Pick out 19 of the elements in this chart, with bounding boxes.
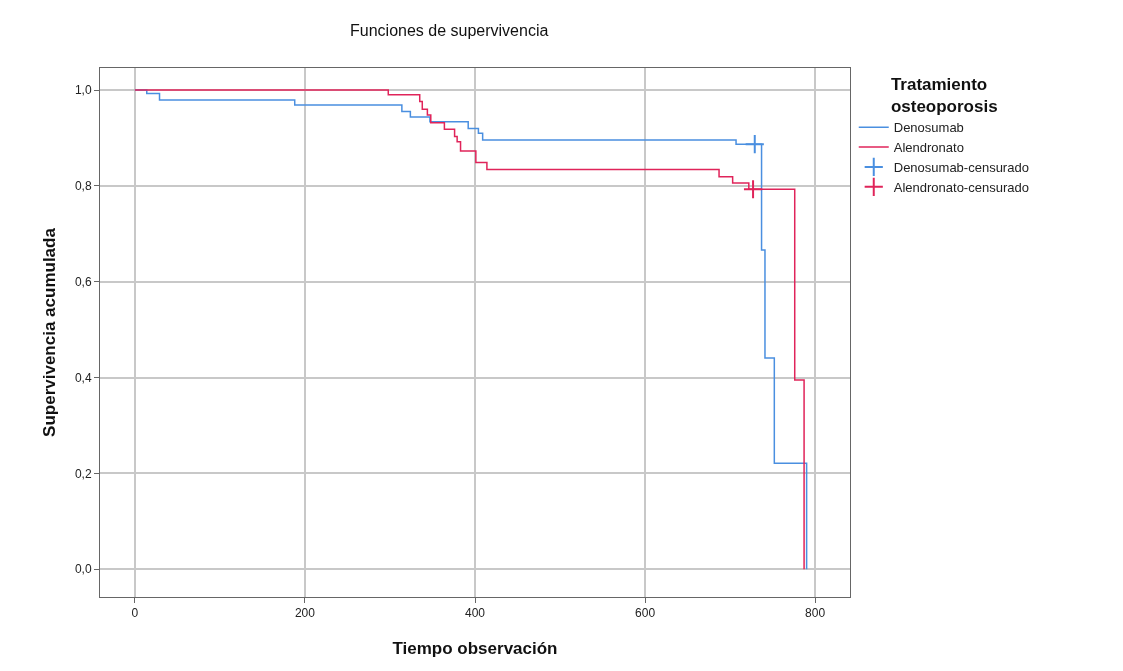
y-tick-label: 0,0 <box>74 562 92 577</box>
y-tick-label: 0,4 <box>74 370 92 385</box>
legend-title: Tratamiento osteoporosis <box>890 75 998 117</box>
y-tick-label: 0,2 <box>74 466 92 481</box>
x-tick-label: 200 <box>294 606 316 621</box>
y-tick-label: 1,0 <box>74 83 92 98</box>
y-tick-label: 0,6 <box>74 274 92 289</box>
legend-label: Denosumab <box>893 120 964 136</box>
x-tick-label: 800 <box>805 606 826 621</box>
y-tick-label: 0,8 <box>74 179 92 194</box>
legend-label: Alendronato <box>893 140 964 156</box>
y-axis-title: Supervivencia acumulada <box>40 227 60 437</box>
x-axis-title: Tiempo observación <box>392 638 558 658</box>
legend-label: Denosumab-censurado <box>893 160 1029 176</box>
legend-label: Alendronato-censurado <box>893 179 1029 195</box>
x-tick-label: 600 <box>635 606 656 621</box>
chart-title: Funciones de supervivencia <box>350 21 549 39</box>
x-tick-label: 400 <box>464 606 486 621</box>
x-tick-label: 0 <box>131 606 139 621</box>
